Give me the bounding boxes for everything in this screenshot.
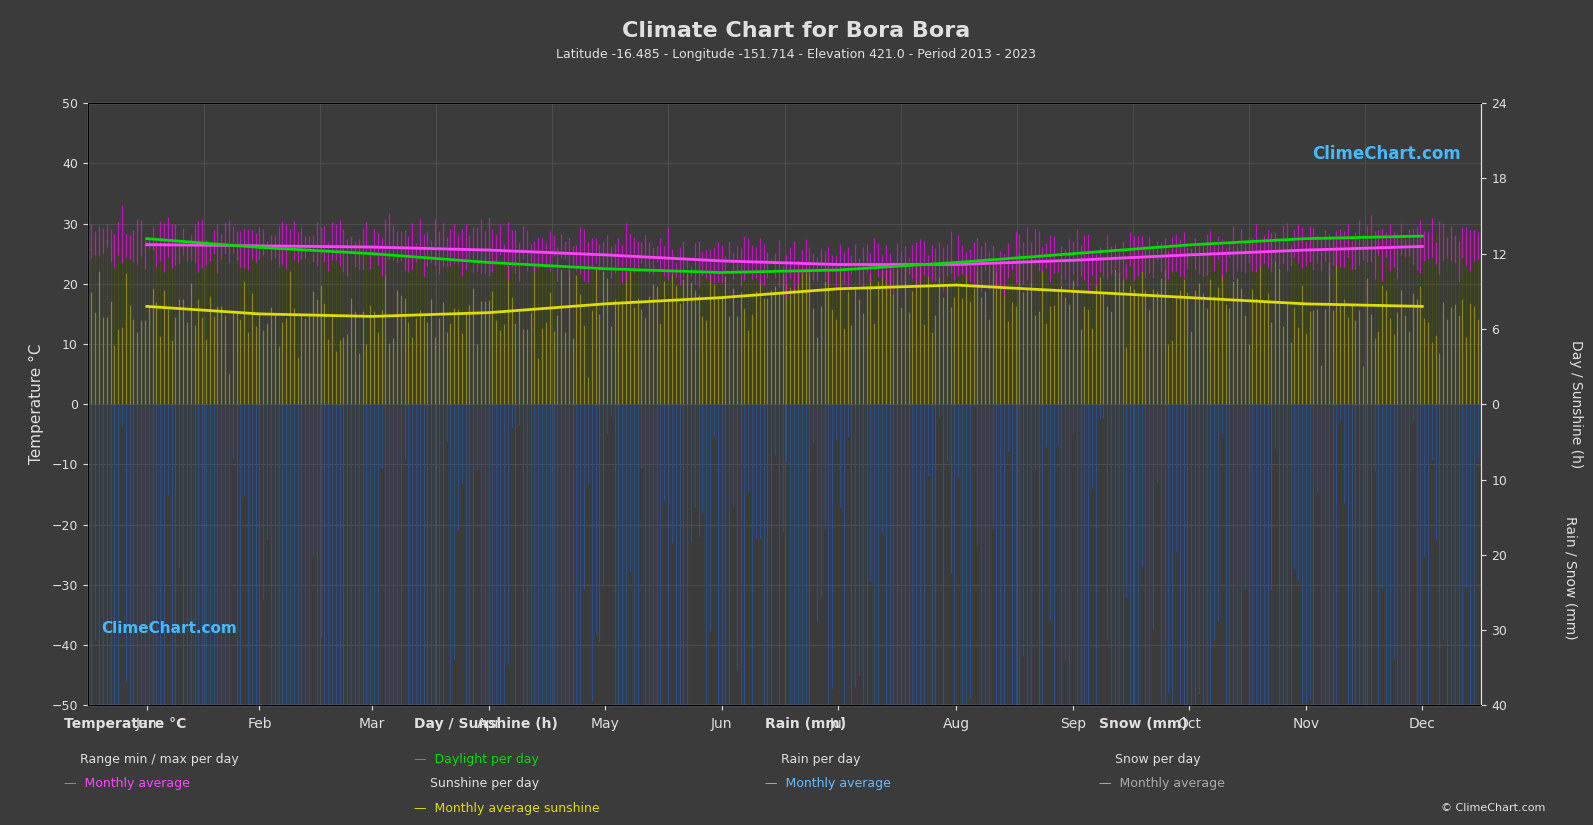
Text: Climate Chart for Bora Bora: Climate Chart for Bora Bora [623, 21, 970, 40]
Text: —  Daylight per day: — Daylight per day [414, 752, 538, 766]
Text: —  Monthly average: — Monthly average [1099, 777, 1225, 790]
Text: Day / Sunshine (h): Day / Sunshine (h) [414, 717, 558, 731]
Y-axis label: Day / Sunshine (h): Day / Sunshine (h) [1569, 340, 1583, 469]
Text: —  Monthly average: — Monthly average [765, 777, 890, 790]
Text: Sunshine per day: Sunshine per day [430, 777, 540, 790]
Text: Rain per day: Rain per day [781, 752, 860, 766]
Text: Rain (mm): Rain (mm) [765, 717, 846, 731]
Text: —  Monthly average sunshine: — Monthly average sunshine [414, 802, 601, 815]
Text: Latitude -16.485 - Longitude -151.714 - Elevation 421.0 - Period 2013 - 2023: Latitude -16.485 - Longitude -151.714 - … [556, 48, 1037, 61]
Text: ClimeChart.com: ClimeChart.com [102, 621, 237, 636]
Text: Snow per day: Snow per day [1115, 752, 1201, 766]
Text: —  Monthly average: — Monthly average [64, 777, 190, 790]
Text: Rain / Snow (mm): Rain / Snow (mm) [1564, 516, 1577, 639]
Text: Snow (mm): Snow (mm) [1099, 717, 1188, 731]
Text: ClimeChart.com: ClimeChart.com [1311, 145, 1461, 163]
Text: Temperature °C: Temperature °C [64, 717, 186, 731]
Text: Range min / max per day: Range min / max per day [80, 752, 239, 766]
Y-axis label: Temperature °C: Temperature °C [29, 344, 45, 464]
Text: © ClimeChart.com: © ClimeChart.com [1440, 803, 1545, 813]
